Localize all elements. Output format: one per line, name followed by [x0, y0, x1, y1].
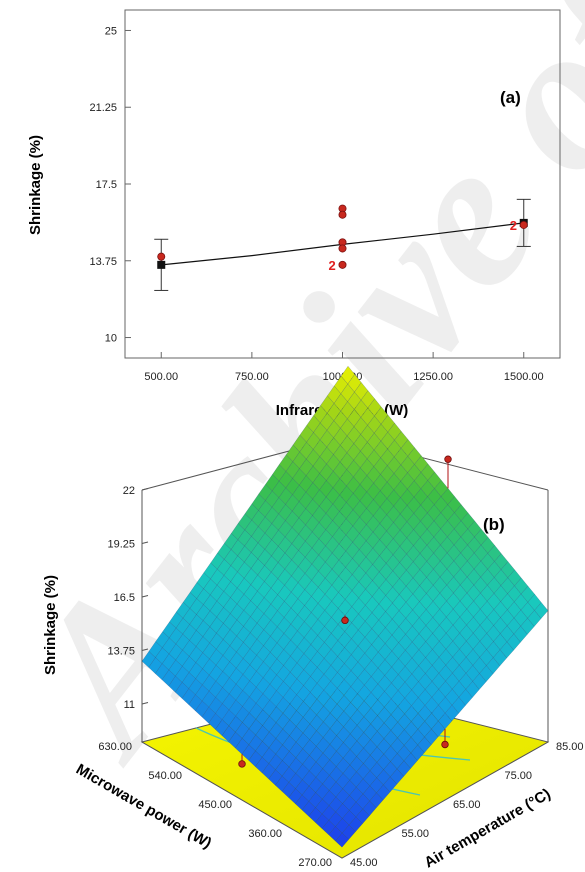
observed-point-a [338, 260, 347, 269]
panel-label-b: (b) [483, 515, 505, 534]
z-tick-mark-b [141, 648, 149, 651]
z-tick-mark-b [141, 541, 149, 544]
x-tick-label-a: 1500.00 [504, 371, 544, 383]
replicate-count-label-a: 2 [510, 218, 517, 233]
design-point-b [341, 616, 349, 625]
z-tick-mark-b [141, 595, 149, 598]
x-tick-label-a: 1250.00 [413, 371, 453, 383]
y-tick-label-a: 13.75 [89, 256, 117, 268]
observed-points-a [157, 204, 528, 269]
microwave-tick-label-b: 360.00 [248, 828, 282, 840]
observed-point-a [157, 252, 166, 261]
observed-point-a [338, 210, 347, 219]
temperature-tick-label-b: 85.00 [556, 741, 584, 753]
temperature-tick-label-b: 75.00 [505, 770, 533, 782]
replicate-count-label-a: 2 [329, 258, 336, 273]
microwave-axis-b: 270.00 360.00 450.00 540.00 630.00 [98, 741, 332, 869]
panel-b: 11 13.75 16.5 19.25 22 270.00 360.00 450.00 540… [42, 365, 584, 871]
y-tick-label-a: 10 [105, 333, 117, 345]
microwave-tick-label-b: 630.00 [98, 741, 132, 753]
panel-label-a: (a) [500, 88, 521, 107]
z-tick-label-b: 16.5 [114, 592, 135, 604]
z-axis-label-b: Shrinkage (%) [42, 575, 59, 675]
y-tick-label-a: 21.25 [89, 102, 117, 114]
z-tick-label-b: 11 [124, 699, 135, 711]
response-surface [141, 365, 549, 848]
y-tick-label-a: 25 [105, 25, 117, 37]
temperature-axis-b: 45.00 55.00 65.00 75.00 85.00 [350, 741, 584, 869]
microwave-axis-label-b: Microwave power (W) [73, 761, 214, 852]
surface-cell [534, 602, 549, 619]
replicate-labels-a: 22 [329, 218, 517, 273]
microwave-tick-label-b: 270.00 [298, 857, 332, 869]
temperature-tick-label-b: 65.00 [453, 799, 481, 811]
design-points-b [238, 455, 452, 768]
x-tick-label-a: 750.00 [235, 371, 269, 383]
z-tick-label-b: 22 [123, 485, 135, 497]
design-point-b [444, 455, 452, 463]
z-axis-b: 11 13.75 16.5 19.25 22 [107, 485, 149, 711]
z-tick-mark-b [141, 702, 149, 705]
temperature-tick-label-b: 45.00 [350, 857, 378, 869]
temperature-tick-label-b: 55.00 [402, 828, 430, 840]
design-point-b [441, 740, 449, 749]
observed-point-a [519, 220, 528, 229]
observed-point-a [338, 244, 347, 253]
y-axis-label-a: Shrinkage (%) [27, 135, 44, 235]
y-tick-label-a: 17.5 [96, 179, 117, 191]
z-tick-label-b: 19.25 [107, 539, 135, 551]
microwave-tick-label-b: 450.00 [198, 799, 232, 811]
z-tick-label-b: 13.75 [107, 646, 135, 658]
design-point-b [238, 760, 246, 768]
x-tick-label-a: 500.00 [144, 371, 178, 383]
z-tick-mark-b [141, 488, 149, 491]
predicted-point-a [157, 260, 166, 269]
y-axis-a: 10 13.75 17.5 21.25 25 [89, 25, 131, 345]
microwave-tick-label-b: 540.00 [148, 770, 182, 782]
